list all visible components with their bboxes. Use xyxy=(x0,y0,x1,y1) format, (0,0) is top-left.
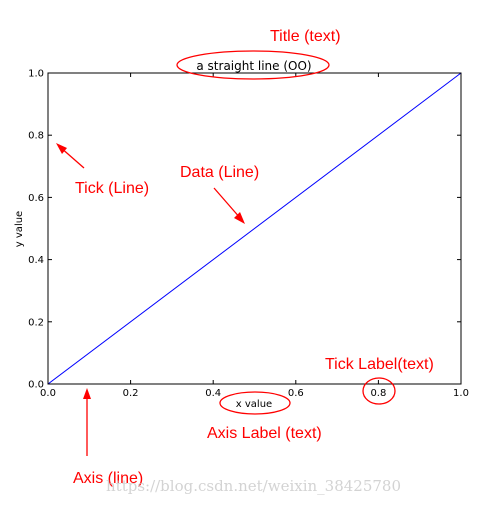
axis-pointer-arrowhead xyxy=(83,388,91,399)
axis-label-highlight-ellipse xyxy=(219,391,291,415)
axis-annotation-label: Axis (line) xyxy=(73,470,143,487)
y-tick-label: 0.2 xyxy=(28,317,44,328)
y-tick-label: 0.4 xyxy=(28,255,44,266)
axes-frame xyxy=(47,72,462,385)
chart-title: a straight line (OO) xyxy=(196,59,311,73)
title-highlight-ellipse xyxy=(176,50,330,80)
y-tick-label: 0.0 xyxy=(28,380,44,391)
series-line-0 xyxy=(47,72,462,385)
x-axis-label: x value xyxy=(236,399,272,410)
x-tick-label: 0.0 xyxy=(40,388,56,399)
watermark-url: https://blog.csdn.net/weixin_38425780 xyxy=(106,477,401,495)
annotation-layer xyxy=(56,50,396,456)
data-annotation-label: Data (Line) xyxy=(180,164,259,181)
x-tick-label: 0.8 xyxy=(370,388,386,399)
tick-annotation-label: Tick (Line) xyxy=(75,180,149,197)
data-pointer-arrowhead xyxy=(234,212,245,224)
plot-area: 0.0 0.2 0.4 0.6 0.8 1.0 0.0 0.2 0.4 0.6 0.8 1.0 xyxy=(28,69,469,400)
y-tick-label: 1.0 xyxy=(28,69,44,80)
tick-label-highlight-ellipse xyxy=(362,377,396,405)
y-axis-ticks: 0.0 0.2 0.4 0.6 0.8 1.0 xyxy=(28,69,461,391)
axis-label-annotation-label: Axis Label (text) xyxy=(207,425,322,442)
series-layer xyxy=(47,72,462,385)
data-pointer-arrow xyxy=(213,187,242,220)
x-tick-label: 0.6 xyxy=(288,388,304,399)
title-annotation-label: Title (text) xyxy=(270,28,341,45)
y-axis-label: y value xyxy=(14,211,25,247)
tick-label-annotation-label: Tick Label(text) xyxy=(325,356,434,373)
x-axis-ticks: 0.0 0.2 0.4 0.6 0.8 1.0 xyxy=(40,73,469,399)
x-tick-label: 0.2 xyxy=(123,388,139,399)
tick-pointer-arrowhead xyxy=(56,143,67,154)
x-tick-label: 0.4 xyxy=(205,388,221,399)
y-tick-label: 0.6 xyxy=(28,193,44,204)
y-tick-label: 0.8 xyxy=(28,131,44,142)
x-tick-label: 1.0 xyxy=(453,388,469,399)
